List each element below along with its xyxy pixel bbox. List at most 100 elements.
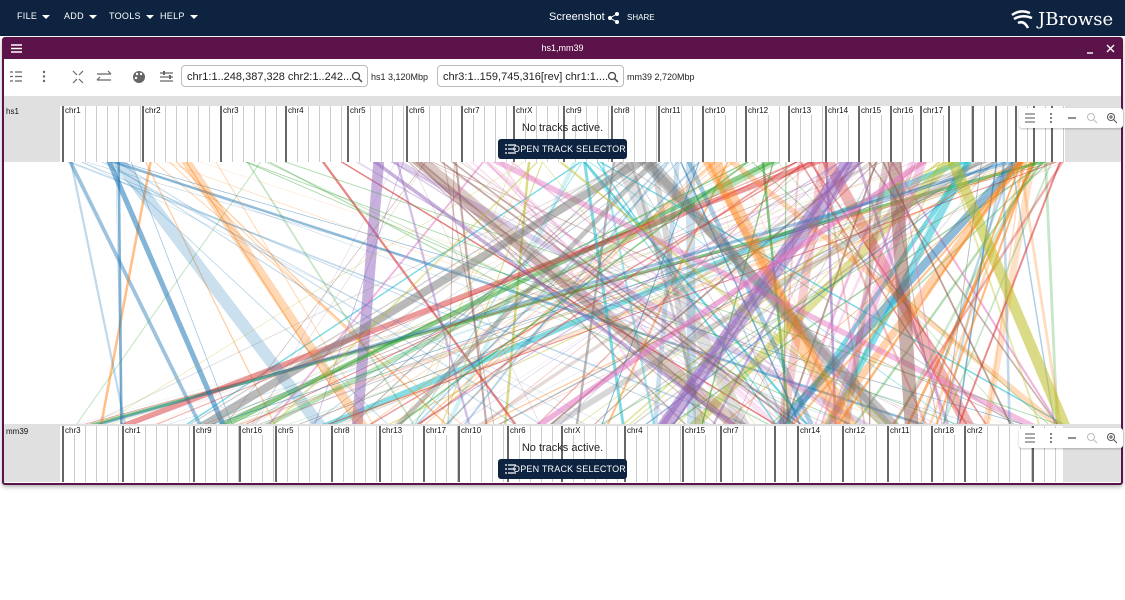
chromosome-label: chr16 [892, 106, 915, 115]
chromosome-label: chr1 [64, 106, 82, 115]
synteny-ribbon [783, 162, 995, 425]
share-button[interactable]: SHARE [627, 13, 655, 22]
synteny-ribbon [252, 162, 658, 425]
open-track-selector-button[interactable]: OPEN TRACK SELECTOR [498, 139, 627, 159]
synteny-ribbon [216, 162, 777, 425]
track-control-icons[interactable] [1019, 108, 1123, 128]
chromosome-label: chr6 [408, 106, 426, 115]
synteny-view: hs1,mm39 chr1:1..248,387,328 chr2:1..242… [2, 37, 1123, 485]
toolbar-icons-right[interactable] [132, 70, 176, 84]
chromosome-block: chr5 [275, 426, 331, 482]
chromosome-label: chr9 [565, 106, 583, 115]
synteny-ribbon [558, 162, 840, 425]
menu-file[interactable]: FILE [17, 11, 50, 21]
synteny-ribbon [737, 162, 846, 425]
menu-add[interactable]: ADD [64, 11, 97, 21]
synteny-ribbon [618, 162, 1017, 425]
synteny-ribbon [264, 162, 831, 425]
synteny-ribbon [153, 162, 799, 425]
synteny-ribbon [106, 162, 517, 425]
bottom-location-input[interactable]: chr3:1..159,745,316[rev] chr1:1.... [437, 65, 624, 87]
chromosome-block: chr17 [920, 106, 948, 162]
synteny-ribbon [828, 162, 927, 425]
synteny-ribbon [196, 162, 647, 425]
synteny-ribbon [893, 162, 1037, 425]
chromosome-label: chr5 [277, 426, 295, 435]
chromosome-label: chr4 [287, 106, 305, 115]
synteny-ribbon [935, 162, 1033, 425]
synteny-ribbon [917, 162, 1022, 425]
synteny-ribbon [165, 162, 1003, 425]
synteny-ribbon [822, 162, 866, 425]
menu-tools[interactable]: TOOLS [109, 11, 154, 21]
chromosome-label: chr8 [333, 426, 351, 435]
chromosome-label: chr16 [241, 426, 264, 435]
track-control-icons[interactable] [1019, 428, 1123, 448]
synteny-ribbon [560, 162, 883, 425]
synteny-ribbon [117, 162, 824, 425]
chromosome-block: chr14 [797, 426, 842, 482]
synteny-ribbon [583, 162, 625, 425]
synteny-ribbon [558, 162, 891, 425]
synteny-ribbon [887, 162, 919, 425]
synteny-ribbon [80, 162, 713, 425]
synteny-ribbon [621, 162, 923, 425]
view-window-controls[interactable] [1087, 44, 1117, 54]
synteny-ribbon [184, 162, 582, 425]
synteny-ribbon [325, 162, 1032, 425]
top-ruler-strip [4, 96, 1121, 106]
synteny-ribbon [548, 162, 864, 425]
chromosome-label: chr11 [660, 106, 682, 115]
synteny-ribbon [262, 162, 915, 425]
menu-help[interactable]: HELP [160, 11, 198, 21]
synteny-ribbon [372, 162, 737, 425]
chromosome-block: chr13 [379, 426, 423, 482]
synteny-ribbon [942, 162, 1053, 425]
synteny-ribbon [81, 162, 607, 425]
synteny-ribbon [702, 162, 858, 425]
synteny-ribbon [109, 162, 929, 425]
synteny-ribbon [486, 162, 734, 425]
chromosome-label: chr3 [222, 106, 240, 115]
synteny-ribbon [482, 162, 814, 425]
synteny-ribbon [947, 162, 1041, 425]
synteny-ribbon [396, 162, 471, 425]
synteny-ribbon [943, 162, 982, 425]
synteny-ribbon [887, 162, 939, 425]
synteny-ribbon [111, 162, 327, 425]
synteny-ribbon [534, 162, 928, 425]
synteny-ribbon [415, 162, 514, 425]
search-icon[interactable] [607, 71, 619, 83]
toolbar-icons-left[interactable] [10, 70, 56, 84]
synteny-ribbon [650, 162, 702, 425]
track-selector-icon [505, 144, 516, 154]
bottom-assembly-row: mm39 chr3 chr1 chr9 chr16 chr5 chr8 chr13 chr17… [4, 426, 1123, 482]
synteny-ribbon [1044, 162, 1059, 425]
synteny-ribbon [824, 162, 973, 425]
view-menu-icon[interactable] [11, 44, 22, 53]
synteny-ribbon [470, 162, 775, 425]
synteny-ribbon [482, 162, 1023, 425]
synteny-ribbon [245, 162, 854, 425]
synteny-ribbon [115, 162, 543, 425]
chromosome-block: chr17 [423, 426, 458, 482]
chromosome-block: chr4 [285, 106, 347, 162]
chromosome-label: chr5 [349, 106, 367, 115]
synteny-ribbon [87, 162, 633, 425]
synteny-ribbon [499, 162, 671, 425]
top-location-input[interactable]: chr1:1..248,387,328 chr2:1..242... [181, 65, 368, 87]
open-track-selector-button[interactable]: OPEN TRACK SELECTOR [498, 459, 627, 479]
synteny-ribbon [250, 162, 427, 425]
synteny-ribbon [255, 162, 982, 425]
session-name[interactable]: Screenshot [549, 11, 605, 23]
chromosome-label: chr18 [933, 426, 956, 435]
synteny-ribbon [790, 162, 1025, 425]
share-icon[interactable] [607, 11, 621, 25]
toolbar-icons-mid[interactable] [72, 70, 116, 84]
chromosome-block [972, 106, 995, 162]
chromosome-block: chr2 [142, 106, 220, 162]
synteny-ribbon [283, 162, 1062, 425]
chromosome-block: chr16 [890, 106, 920, 162]
search-icon[interactable] [351, 71, 363, 83]
synteny-ribbon [343, 162, 736, 425]
